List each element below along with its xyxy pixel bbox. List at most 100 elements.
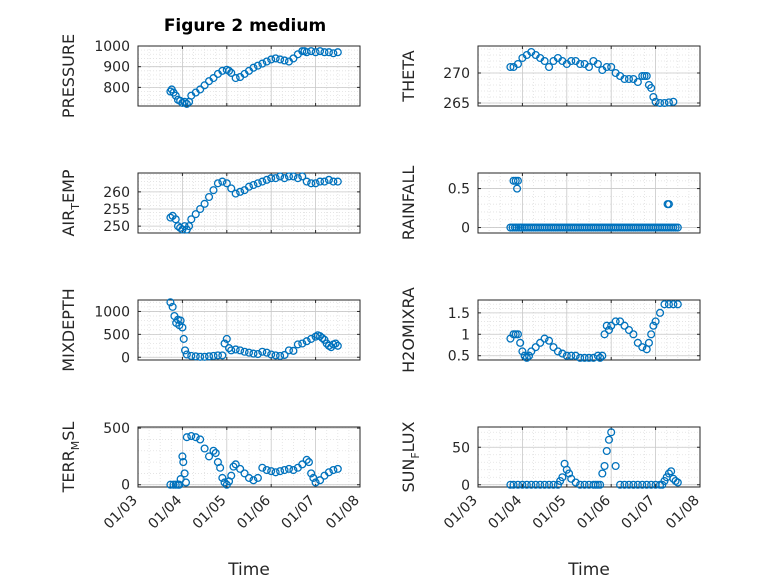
- data-point: [509, 176, 518, 185]
- data-point: [329, 177, 338, 186]
- data-point: [258, 347, 267, 356]
- y-axis-label-main: SUN: [399, 459, 418, 493]
- data-point: [513, 480, 523, 489]
- xtick-label: 01/05: [530, 493, 570, 533]
- data-point: [611, 461, 620, 471]
- data-point: [562, 351, 571, 360]
- data-point: [633, 338, 642, 347]
- data-point: [664, 300, 673, 309]
- data-point: [267, 467, 276, 476]
- data-point: [664, 98, 673, 107]
- y-axis-label-main: H2OMIXRA: [399, 287, 418, 373]
- data-point: [593, 480, 602, 489]
- data-point: [607, 62, 616, 72]
- data-point: [564, 469, 574, 478]
- data-point: [262, 175, 271, 184]
- data-point: [298, 172, 307, 181]
- y-axis-label-main: AIR: [59, 210, 78, 237]
- data-point: [602, 446, 611, 456]
- data-point: [187, 215, 196, 224]
- data-point: [289, 346, 298, 355]
- ytick-label: 1: [461, 327, 470, 343]
- data-point: [204, 452, 214, 461]
- ytick-label: 250: [103, 219, 130, 235]
- data-point: [262, 57, 271, 66]
- data-point: [276, 55, 285, 64]
- data-point: [181, 478, 191, 487]
- data-point: [596, 480, 605, 489]
- data-point: [506, 62, 515, 72]
- data-point: [331, 339, 340, 348]
- data-point: [629, 480, 638, 489]
- y-axis-label: TERRMSL: [59, 422, 82, 494]
- y-axis-label: THETA: [399, 50, 418, 102]
- xtick-label: 01/03: [101, 493, 141, 533]
- data-point: [651, 317, 660, 326]
- y-axis-label: H2OMIXRA: [399, 287, 418, 373]
- data-point: [267, 174, 276, 183]
- data-point: [540, 56, 549, 66]
- data-point: [600, 330, 609, 339]
- data-point: [315, 177, 325, 186]
- data-point: [624, 480, 634, 489]
- data-point: [544, 62, 554, 72]
- data-point: [307, 334, 316, 343]
- data-point: [222, 179, 231, 188]
- data-point: [302, 455, 311, 464]
- data-point: [647, 480, 656, 489]
- data-point: [284, 464, 294, 473]
- data-point: [604, 435, 614, 444]
- data-point: [620, 321, 629, 330]
- data-point: [218, 351, 227, 360]
- data-point: [513, 59, 523, 69]
- ytick-label: 260: [103, 185, 130, 201]
- data-point: [525, 351, 534, 360]
- data-point: [549, 343, 558, 352]
- data-point: [671, 223, 680, 232]
- ytick-label: 1.5: [448, 306, 470, 322]
- data-point: [304, 458, 313, 467]
- data-point: [669, 300, 678, 309]
- data-point: [209, 74, 218, 83]
- data-point: [211, 448, 220, 458]
- data-point: [218, 177, 227, 186]
- data-point: [276, 467, 285, 476]
- y-axis-label-main: PRESSURE: [59, 34, 78, 118]
- data-point: [553, 347, 562, 356]
- data-point: [511, 176, 520, 185]
- data-point: [315, 47, 325, 56]
- data-point: [171, 480, 180, 489]
- data-point: [182, 99, 191, 108]
- data-point: [616, 480, 625, 489]
- data-point: [196, 435, 205, 444]
- data-point: [647, 330, 656, 339]
- y-axis-label-tail: SL: [59, 422, 78, 441]
- data-point: [664, 200, 673, 209]
- data-point: [307, 47, 316, 56]
- data-point: [642, 71, 651, 81]
- data-point: [209, 186, 218, 195]
- data-point: [302, 48, 311, 57]
- data-point: [298, 339, 307, 348]
- data-point: [216, 463, 225, 472]
- data-point: [220, 478, 229, 487]
- ytick-label: 0.5: [448, 349, 470, 365]
- data-point: [204, 192, 214, 202]
- panel-rainfall: 0 0.5 RAINFALL: [399, 166, 701, 240]
- ytick-label: 255: [103, 202, 130, 218]
- data-point: [598, 469, 607, 478]
- data-point: [178, 452, 187, 461]
- data-point: [240, 469, 249, 478]
- data-point: [506, 480, 515, 489]
- axes-box: [137, 299, 361, 361]
- data-point: [329, 465, 338, 475]
- data-point: [179, 458, 188, 467]
- data-point: [509, 330, 518, 339]
- data-point: [227, 471, 236, 480]
- data-point: [231, 460, 240, 469]
- data-point: [271, 468, 280, 477]
- data-point: [253, 473, 262, 482]
- data-point: [518, 347, 527, 356]
- data-point: [571, 351, 580, 360]
